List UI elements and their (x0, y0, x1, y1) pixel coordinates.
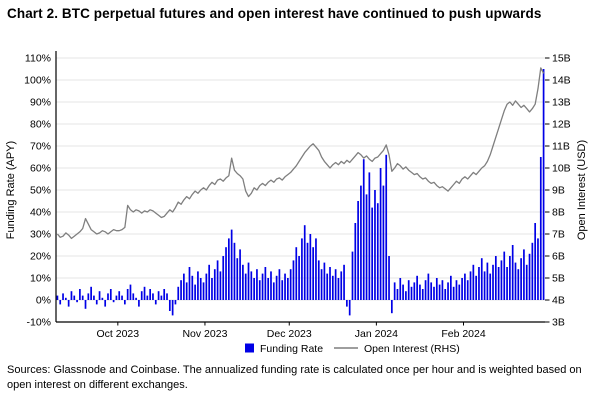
chart-title: Chart 2. BTC perpetual futures and open … (7, 6, 542, 21)
svg-text:Nov 2023: Nov 2023 (182, 328, 227, 340)
svg-text:110%: 110% (25, 53, 51, 65)
svg-text:7B: 7B (552, 229, 565, 241)
svg-text:100%: 100% (24, 75, 51, 87)
svg-text:10%: 10% (30, 273, 51, 285)
x-axis-ticks: Oct 2023 Nov 2023 Dec 2023 Jan 2024 Feb 2024 (97, 322, 486, 340)
svg-text:60%: 60% (30, 163, 51, 175)
svg-text:40%: 40% (30, 207, 51, 219)
funding-rate-bars (56, 69, 545, 316)
funding-rate-legend-label: Funding Rate (260, 343, 323, 355)
svg-text:Dec 2023: Dec 2023 (267, 328, 312, 340)
svg-text:4B: 4B (552, 295, 565, 307)
svg-text:-10%: -10% (26, 317, 51, 329)
svg-text:30%: 30% (30, 229, 51, 241)
svg-text:0%: 0% (36, 295, 51, 307)
open-interest-legend-label: Open Interest (RHS) (364, 343, 460, 355)
svg-text:6B: 6B (552, 251, 565, 263)
svg-text:50%: 50% (30, 185, 51, 197)
right-axis-ticks: 3B 4B 5B 6B 7B 8B 9B 10B 11B 12B 13B 14B 15B (545, 53, 571, 329)
svg-text:80%: 80% (30, 119, 51, 131)
left-axis-ticks: -10% 0% 10% 20% 30% 40% 50% 60% 70% 80% 90% 100% 110… (24, 53, 51, 329)
funding-rate-swatch (245, 343, 254, 353)
svg-text:8B: 8B (552, 207, 565, 219)
svg-text:5B: 5B (552, 273, 565, 285)
svg-text:70%: 70% (30, 141, 51, 153)
svg-text:14B: 14B (552, 75, 571, 87)
right-axis-title: Open Interest (USD) (576, 140, 588, 240)
svg-text:Feb 2024: Feb 2024 (441, 328, 486, 340)
svg-text:15B: 15B (552, 53, 571, 65)
left-axis-title: Funding Rate (APY) (5, 141, 17, 239)
svg-text:Jan 2024: Jan 2024 (355, 328, 398, 340)
svg-text:3B: 3B (552, 317, 565, 329)
svg-text:12B: 12B (552, 119, 571, 131)
svg-text:90%: 90% (30, 97, 51, 109)
svg-text:9B: 9B (552, 185, 565, 197)
open-interest-line (56, 67, 545, 240)
btc-funding-open-interest-chart: -10% 0% 10% 20% 30% 40% 50% 60% 70% 80% 90% 100% 110… (5, 51, 588, 355)
svg-text:20%: 20% (30, 251, 51, 263)
svg-text:Oct 2023: Oct 2023 (97, 328, 140, 340)
source-note: Sources: Glassnode and Coinbase. The ann… (7, 364, 582, 392)
svg-text:13B: 13B (552, 97, 571, 109)
svg-text:10B: 10B (552, 163, 571, 175)
legend: Funding Rate Open Interest (RHS) (245, 343, 460, 355)
svg-text:11B: 11B (552, 141, 570, 153)
